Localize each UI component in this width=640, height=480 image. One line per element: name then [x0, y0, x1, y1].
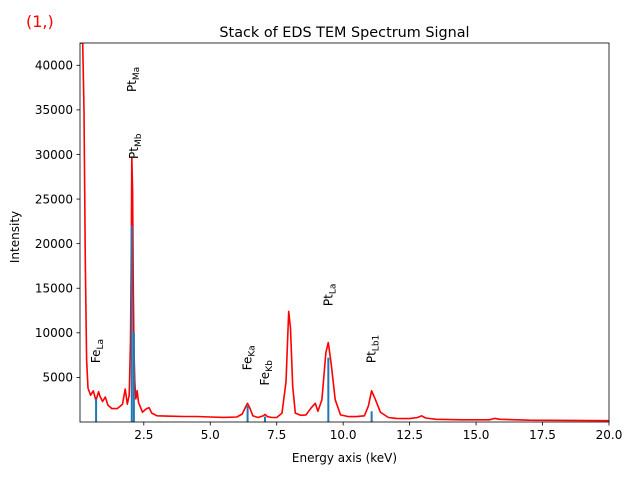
- marker-label-pt-ma: PtMa: [125, 67, 142, 92]
- marker-label-pt-lb1: PtLb1: [365, 335, 382, 363]
- x-tick-label: 5.0: [201, 428, 220, 442]
- marker-label-fe-la: FeLa: [89, 339, 106, 363]
- y-tick-layer: 5000 10000 15000 20000 25000 30000 35000 40000: [35, 59, 80, 385]
- x-tick-layer: 2.5 5.0 7.5 10.0 12.5 15.0 17.5 20.0: [134, 422, 622, 442]
- x-tick-label: 10.0: [330, 428, 357, 442]
- x-tick-label: 2.5: [134, 428, 153, 442]
- x-axis-label: Energy axis (keV): [292, 451, 397, 465]
- y-tick-label: 35000: [35, 103, 73, 117]
- y-tick-label: 20000: [35, 237, 73, 251]
- y-tick-label: 25000: [35, 192, 73, 206]
- y-tick-label: 5000: [42, 371, 73, 385]
- y-tick-label: 40000: [35, 59, 73, 73]
- x-tick-label: 20.0: [596, 428, 623, 442]
- marker-label-fe-ka: FeKa: [241, 345, 258, 370]
- series-layer: [80, 43, 609, 422]
- x-tick-label: 17.5: [529, 428, 556, 442]
- marker-label-fe-kb: FeKb: [258, 360, 275, 386]
- y-tick-label: 30000: [35, 148, 73, 162]
- y-axis-label: Intensity: [8, 211, 22, 263]
- x-tick-label: 15.0: [463, 428, 490, 442]
- marker-label-pt-mb: PtMb: [127, 133, 144, 159]
- x-tick-label: 12.5: [396, 428, 423, 442]
- navigator-index-label: (1,): [26, 12, 54, 31]
- plot-background: [80, 43, 609, 422]
- plot-frame: [79, 42, 610, 423]
- y-tick-label: 15000: [35, 282, 73, 296]
- spectrum-series-line: [80, 43, 609, 422]
- y-tick-label: 10000: [35, 326, 73, 340]
- marker-label-pt-la: PtLa: [321, 284, 338, 306]
- x-tick-label: 7.5: [267, 428, 286, 442]
- chart-title: Stack of EDS TEM Spectrum Signal: [219, 25, 469, 41]
